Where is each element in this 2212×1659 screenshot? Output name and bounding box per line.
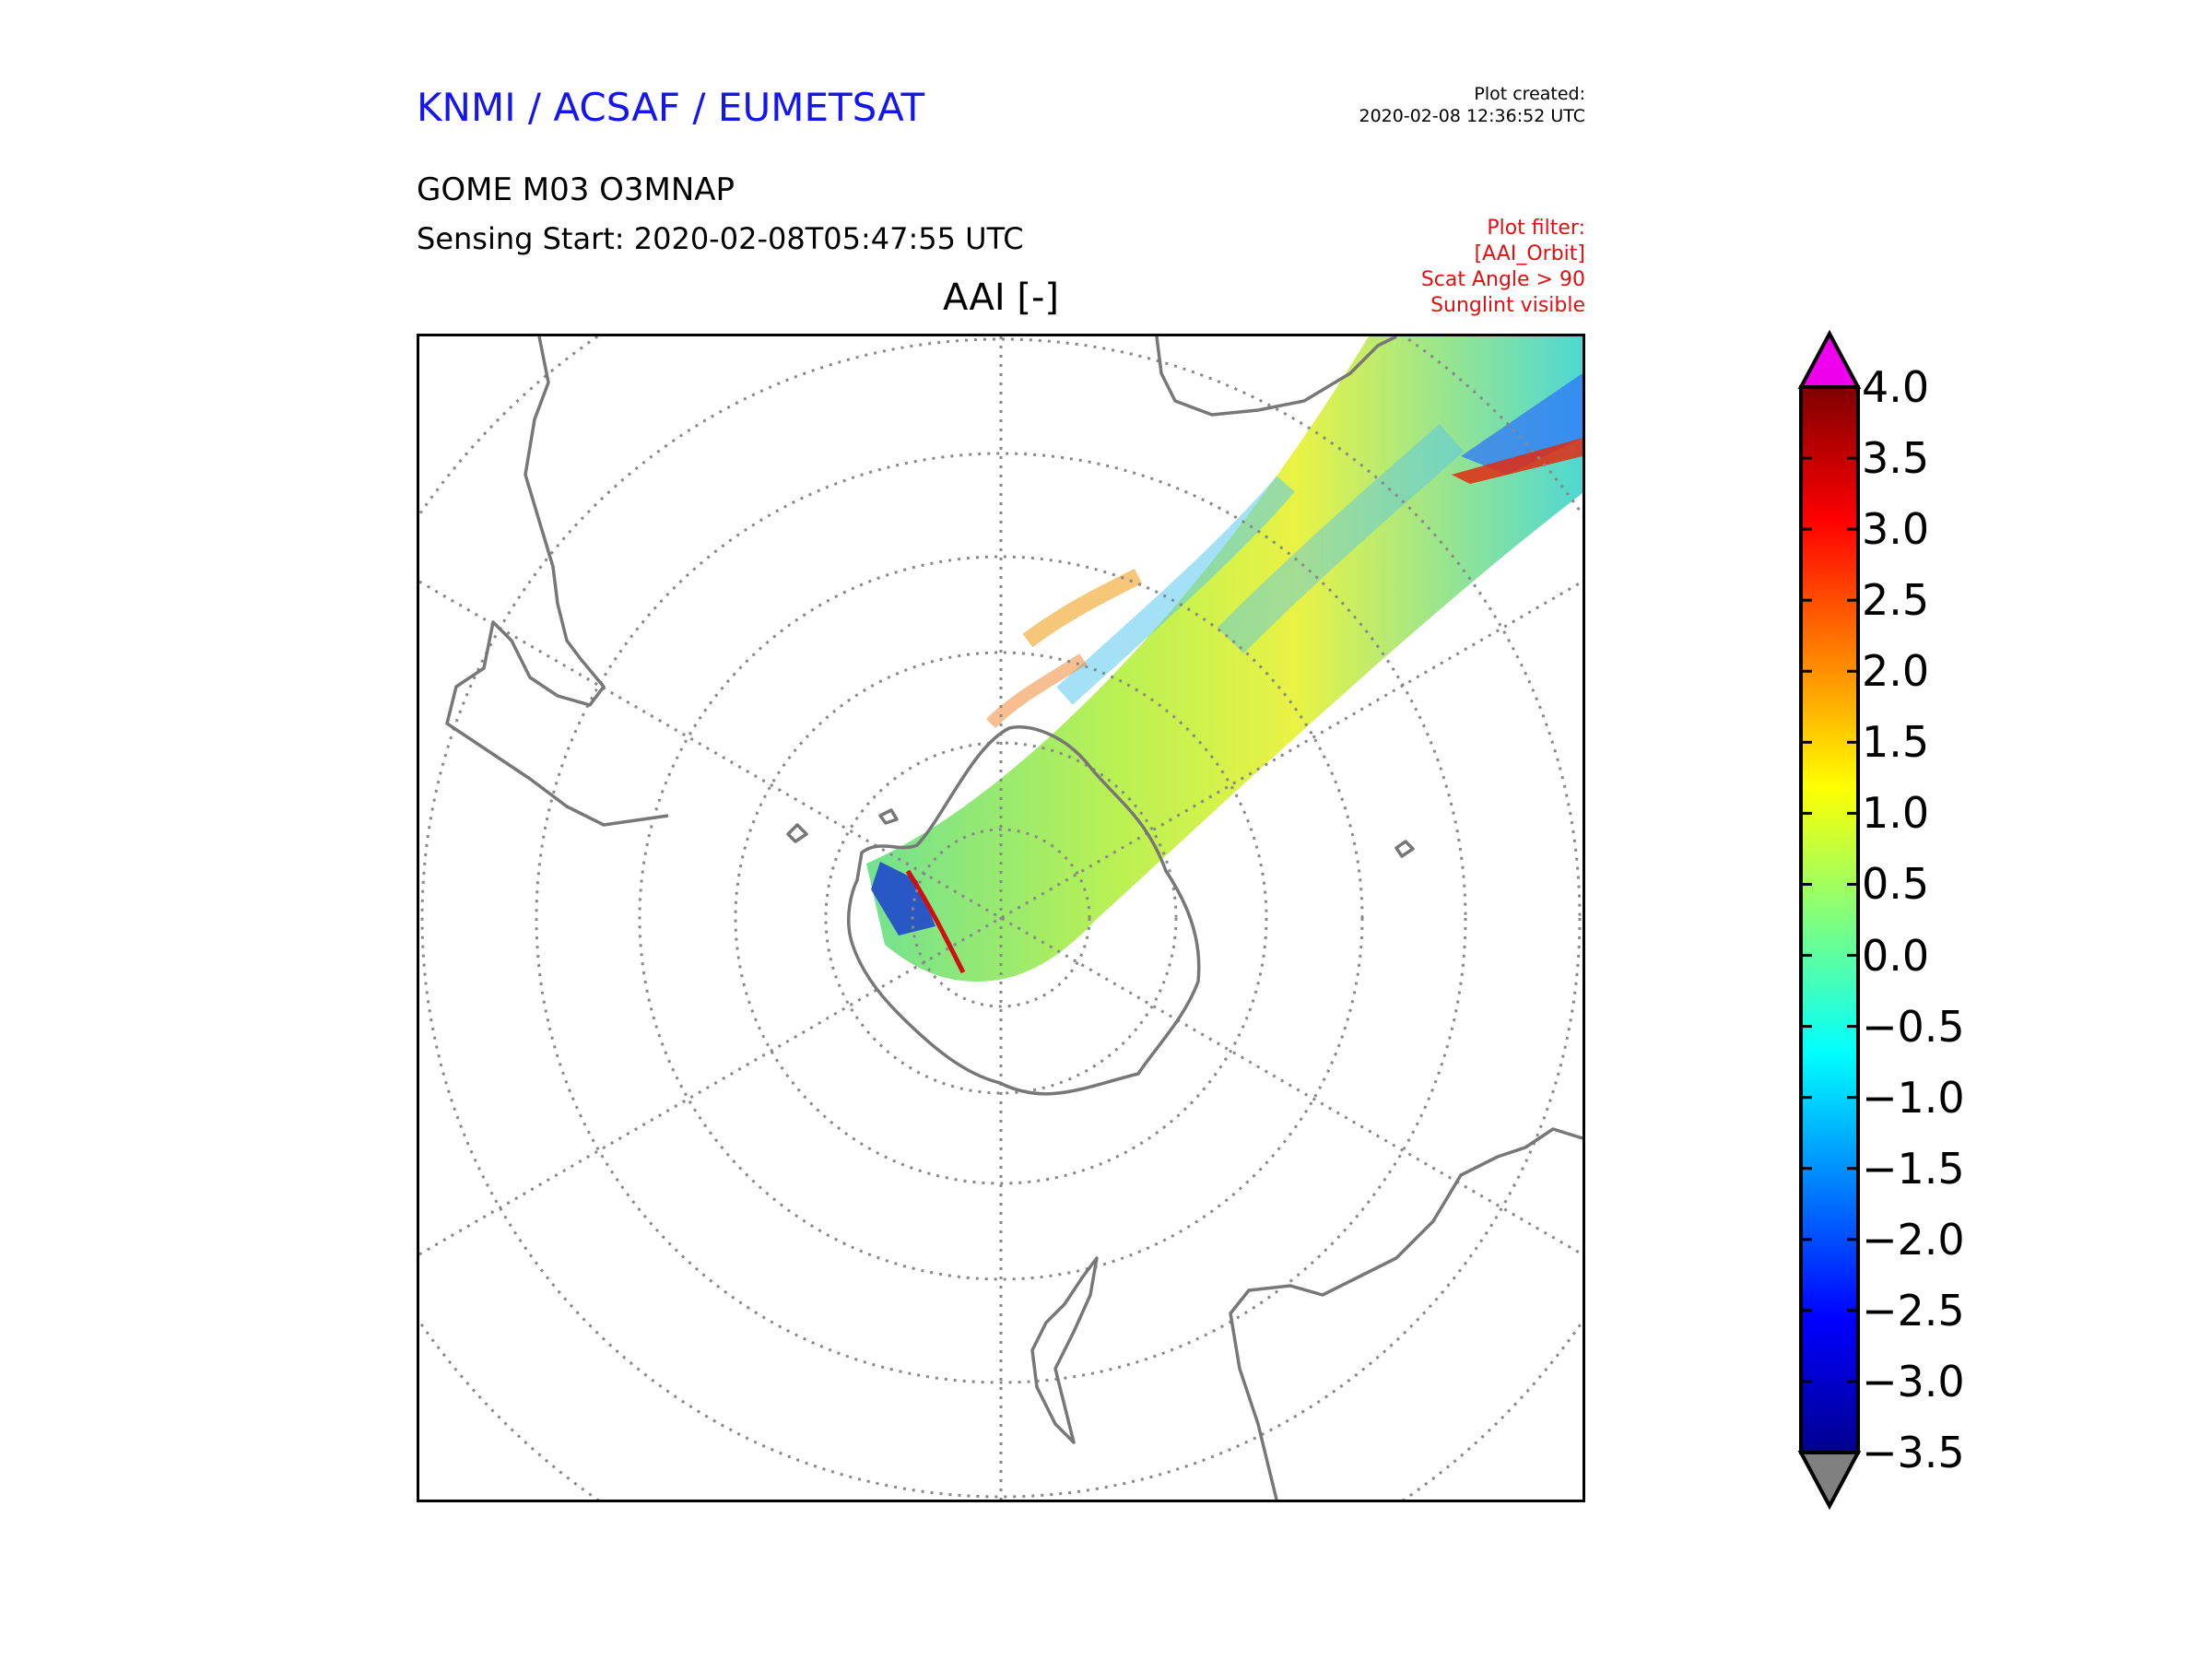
plot-title: AAI [-] — [943, 276, 1059, 319]
filter-line: Sunglint visible — [1430, 294, 1585, 317]
colorbar-tick-label: 2.5 — [1862, 575, 1930, 626]
colorbar-graphic — [1797, 329, 1862, 1511]
filter-line: Plot filter: — [1487, 217, 1585, 240]
new-zealand-coast — [1030, 1256, 1099, 1444]
colorbar-tick-label: 3.5 — [1862, 433, 1930, 484]
colorbar-tick-label: 4.0 — [1862, 362, 1930, 412]
coastlines — [445, 336, 1583, 1500]
australia-coast — [1229, 1127, 1583, 1500]
organization-title: KNMI / ACSAF / EUMETSAT — [417, 85, 925, 130]
plot-created-value: 2020-02-08 12:36:52 UTC — [1359, 106, 1586, 126]
product-name: GOME M03 O3MNAP — [417, 171, 735, 208]
colorbar-tick-label: 2.0 — [1862, 646, 1930, 697]
graticule — [419, 336, 1583, 1500]
islands-coast — [786, 808, 1415, 858]
colorbar-under-triangle — [1797, 1451, 1862, 1511]
colorbar-tick-label: −3.5 — [1862, 1428, 1965, 1477]
colorbar-tick-label: −2.0 — [1862, 1214, 1965, 1265]
plot-created-label: Plot created: — [1474, 84, 1585, 104]
colorbar-gradient — [1799, 385, 1860, 1454]
plot-filter: Plot filter: [AAI_Orbit] Scat Angle > 90… — [1421, 216, 1585, 319]
colorbar-tick-label: 0.5 — [1862, 859, 1930, 910]
colorbar-tick-label: −1.0 — [1862, 1072, 1965, 1123]
colorbar-tick-label: −1.5 — [1862, 1143, 1965, 1194]
plot-created: Plot created: 2020-02-08 12:36:52 UTC — [1359, 83, 1586, 127]
colorbar-tick-label: 1.5 — [1862, 717, 1930, 768]
colorbar-tick-label: 3.0 — [1862, 504, 1930, 555]
aai-swath — [866, 336, 1583, 982]
colorbar-tick-label: 1.0 — [1862, 788, 1930, 839]
colorbar-tick-label: −2.5 — [1862, 1285, 1965, 1335]
filter-line: Scat Angle > 90 — [1420, 268, 1585, 291]
map-frame — [417, 334, 1585, 1502]
polar-map — [419, 336, 1583, 1500]
colorbar-tick-label: 0.0 — [1862, 930, 1930, 981]
south-america-coast — [445, 336, 669, 827]
colorbar — [1797, 329, 1862, 1513]
filter-line: [AAI_Orbit] — [1474, 242, 1585, 265]
colorbar-tick-label: −3.0 — [1862, 1356, 1965, 1406]
colorbar-over-triangle — [1797, 329, 1862, 389]
africa-coast — [1155, 336, 1397, 417]
colorbar-tick-label: −0.5 — [1862, 1001, 1965, 1052]
antarctica-coast — [846, 725, 1201, 1096]
sensing-start: Sensing Start: 2020-02-08T05:47:55 UTC — [417, 221, 1024, 256]
